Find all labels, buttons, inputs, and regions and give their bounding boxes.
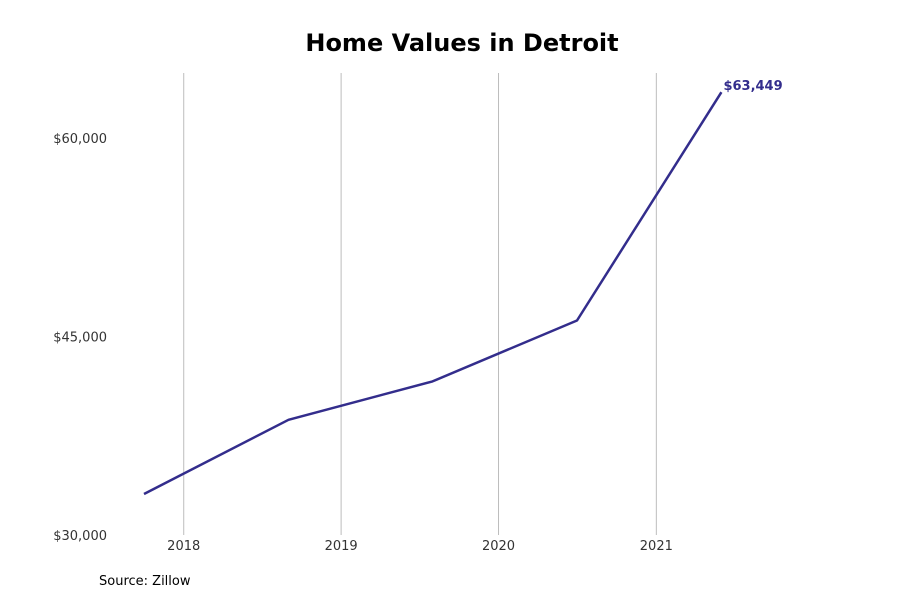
source-note: Source: Zillow: [99, 574, 191, 589]
y-tick-label: $45,000: [53, 330, 107, 345]
x-tick-label: 2020: [482, 539, 515, 554]
y-axis-ticks: $30,000 $45,000 $60,000: [53, 132, 107, 544]
y-tick-label: $60,000: [53, 132, 107, 147]
x-tick-label: 2021: [640, 539, 673, 554]
x-axis-ticks: 2018 2019 2020 2021: [167, 539, 673, 554]
y-tick-label: $30,000: [53, 529, 107, 544]
series-line: [143, 91, 723, 496]
x-tick-label: 2018: [167, 539, 200, 554]
chart-title: Home Values in Detroit: [305, 29, 618, 57]
series-group: [143, 91, 723, 496]
end-value-label: $63,449: [723, 79, 782, 94]
vertical-gridlines: [183, 73, 657, 535]
x-tick-label: 2019: [325, 539, 358, 554]
